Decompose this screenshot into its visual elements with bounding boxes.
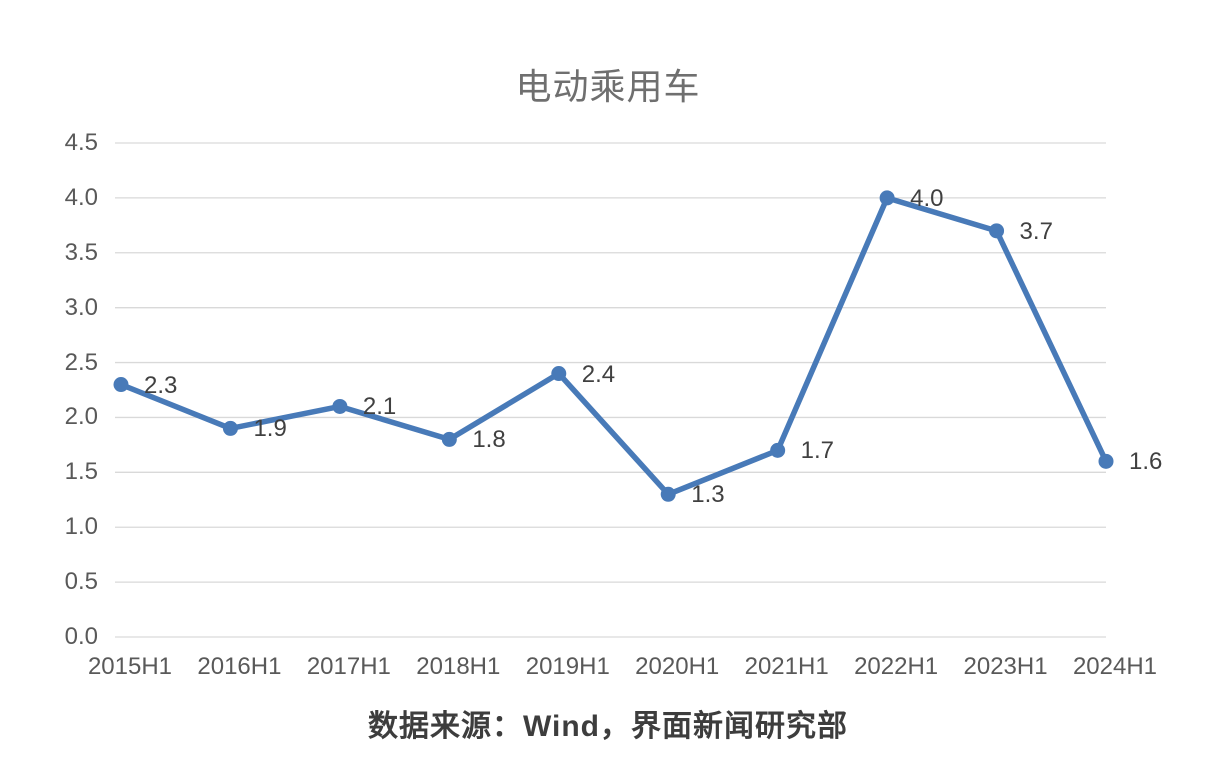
- data-point-label: 1.8: [472, 426, 506, 454]
- x-axis-tick-label: 2018H1: [416, 653, 501, 680]
- x-axis-tick-label: 2015H1: [87, 653, 173, 680]
- data-point-label: 1.7: [800, 437, 835, 465]
- y-axis-tick-label: 4.5: [64, 129, 98, 156]
- data-point-marker: [660, 486, 676, 502]
- y-axis-tick-label: 2.0: [64, 403, 98, 431]
- x-axis-tick-label: 2023H1: [963, 653, 1048, 680]
- x-axis-tick-label: 2021H1: [744, 653, 829, 680]
- chart-title: 电动乘用车: [515, 66, 701, 107]
- y-axis-tick-label: 1.0: [64, 513, 98, 541]
- data-point-marker: [551, 366, 567, 382]
- y-axis-tick-label: 3.0: [64, 293, 98, 321]
- data-source-caption: 数据来源：Wind，界面新闻研究部: [367, 710, 849, 743]
- data-point-marker: [332, 398, 348, 414]
- data-point-marker: [770, 442, 786, 458]
- data-point-label: 1.6: [1129, 448, 1163, 476]
- data-point-marker: [879, 190, 895, 206]
- series-line: [118, 195, 1109, 498]
- data-point-label: 3.7: [1019, 217, 1053, 245]
- data-point-label: 2.3: [144, 371, 178, 399]
- data-point-marker: [441, 431, 457, 447]
- data-point-label: 1.3: [691, 481, 725, 509]
- y-axis-tick-label: 1.5: [64, 458, 98, 486]
- data-point-marker: [113, 377, 129, 393]
- data-point-label: 4.0: [910, 184, 944, 212]
- data-point-label: 2.1: [362, 393, 397, 421]
- data-point-label: 1.9: [253, 415, 287, 443]
- y-axis-tick-label: 0.5: [64, 568, 98, 596]
- data-point-marker: [222, 420, 238, 436]
- x-axis-tick-label: 2019H1: [525, 653, 610, 680]
- x-axis-tick-label: 2022H1: [854, 653, 939, 680]
- x-axis-tick-label: 2016H1: [197, 653, 282, 680]
- data-point-label: 2.4: [581, 360, 616, 388]
- x-axis-tick-label: 2024H1: [1072, 653, 1158, 680]
- x-axis-tick-label: 2017H1: [306, 653, 391, 680]
- data-point-marker: [989, 223, 1005, 239]
- y-axis-tick-label: 2.5: [64, 348, 98, 376]
- y-axis-tick-label: 4.0: [64, 183, 98, 211]
- x-axis-tick-label: 2020H1: [635, 653, 720, 680]
- y-axis-tick-label: 3.5: [64, 238, 98, 266]
- y-axis-tick-label: 0.0: [64, 623, 98, 650]
- data-point-marker: [1098, 453, 1114, 469]
